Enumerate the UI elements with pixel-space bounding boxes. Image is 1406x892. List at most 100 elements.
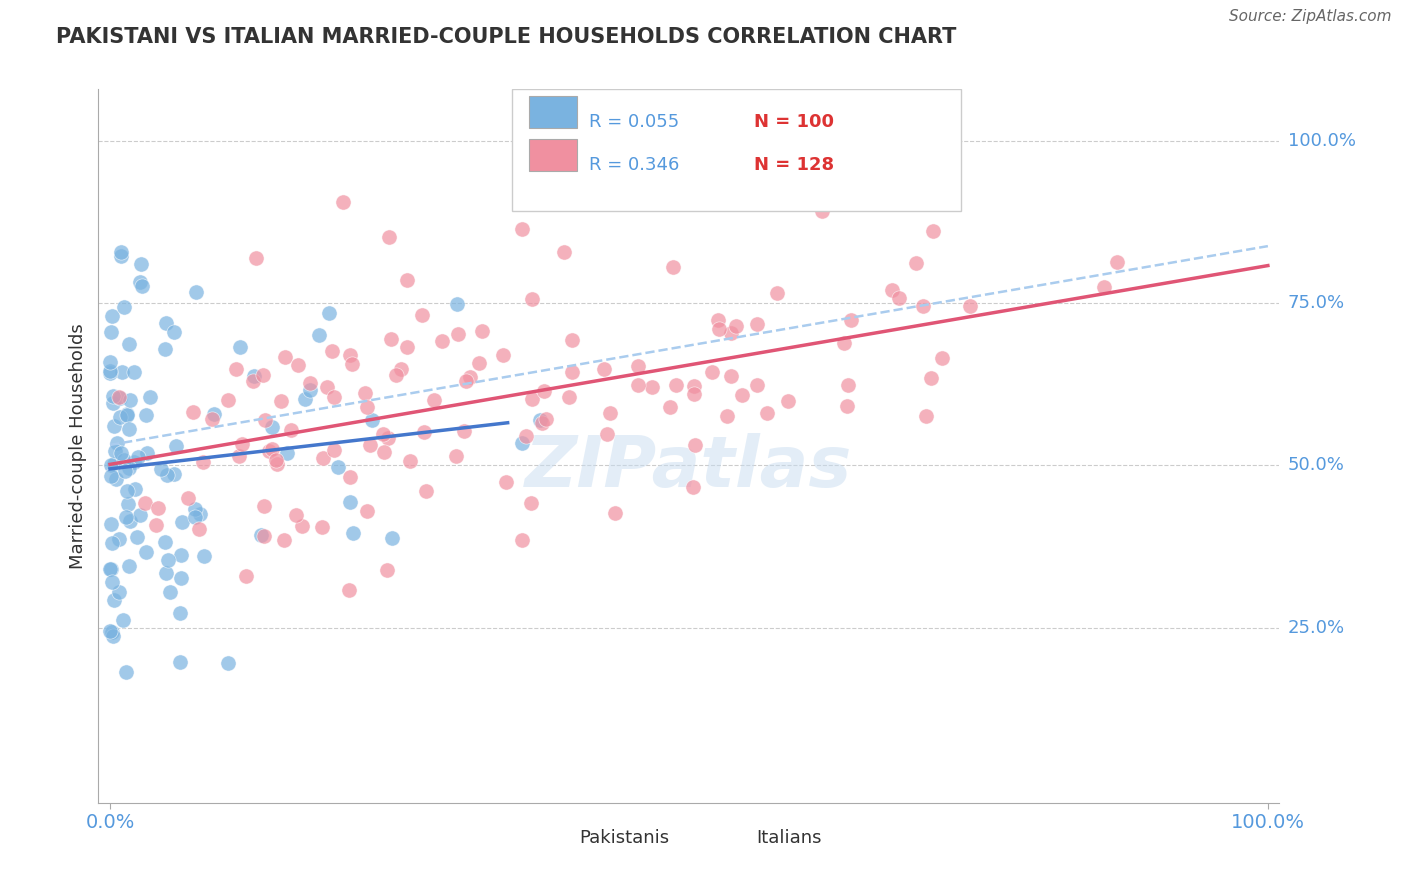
Point xyxy=(385,368,408,382)
Point xyxy=(510,436,533,450)
Point xyxy=(188,523,211,537)
Point xyxy=(444,449,467,463)
Point xyxy=(835,399,858,413)
Point xyxy=(415,483,437,498)
Point xyxy=(231,437,253,451)
Point xyxy=(257,444,280,458)
Point xyxy=(117,408,139,422)
Point xyxy=(720,368,742,383)
Point xyxy=(322,390,344,404)
Point xyxy=(217,656,239,670)
Point xyxy=(150,462,173,476)
Point xyxy=(332,195,354,210)
Point xyxy=(115,665,138,679)
Point xyxy=(682,480,704,494)
Text: Italians: Italians xyxy=(756,829,821,847)
Point xyxy=(339,470,361,484)
Point xyxy=(561,365,583,379)
Point xyxy=(342,526,364,541)
Point xyxy=(270,394,292,409)
Point xyxy=(118,422,141,436)
Point xyxy=(716,409,738,423)
Point xyxy=(115,408,138,422)
Point xyxy=(311,519,333,533)
Point xyxy=(731,388,754,402)
Point xyxy=(225,362,247,376)
Point xyxy=(155,566,177,581)
Text: N = 128: N = 128 xyxy=(754,155,834,174)
Point xyxy=(201,412,224,426)
Point xyxy=(134,496,156,510)
Point xyxy=(316,380,339,394)
Point xyxy=(260,442,283,456)
Point xyxy=(188,507,211,521)
Point xyxy=(98,355,121,369)
Point xyxy=(155,316,177,330)
Point xyxy=(375,563,398,577)
Point xyxy=(105,472,128,486)
Point xyxy=(111,365,134,379)
Point xyxy=(103,395,125,409)
Point xyxy=(596,427,619,442)
Point xyxy=(342,357,364,371)
Point xyxy=(100,325,122,339)
Point xyxy=(356,400,378,414)
Point xyxy=(446,297,468,311)
Text: N = 100: N = 100 xyxy=(754,112,834,131)
Point xyxy=(887,291,910,305)
Point xyxy=(627,377,650,392)
Point xyxy=(326,460,349,475)
Point xyxy=(108,585,131,599)
Point xyxy=(832,335,855,350)
Point xyxy=(661,260,683,275)
Point xyxy=(337,583,360,598)
Text: 25.0%: 25.0% xyxy=(1288,619,1346,637)
Point xyxy=(423,392,446,407)
Point xyxy=(193,549,215,564)
Point xyxy=(104,443,127,458)
Point xyxy=(339,348,361,362)
Point xyxy=(912,299,935,313)
FancyBboxPatch shape xyxy=(530,96,576,128)
Point xyxy=(242,374,264,388)
Point xyxy=(356,504,378,518)
Point xyxy=(882,283,904,297)
FancyBboxPatch shape xyxy=(512,89,960,211)
Point xyxy=(110,249,132,263)
Point xyxy=(811,204,834,219)
Point xyxy=(321,344,343,359)
Point xyxy=(127,450,149,465)
Point xyxy=(682,387,704,401)
Point xyxy=(641,380,664,394)
Point xyxy=(378,230,401,244)
Point xyxy=(533,384,555,399)
Text: Source: ZipAtlas.com: Source: ZipAtlas.com xyxy=(1229,9,1392,24)
Point xyxy=(108,390,131,404)
Point xyxy=(658,401,681,415)
Point xyxy=(276,446,298,460)
Point xyxy=(110,245,132,260)
Point xyxy=(103,419,125,434)
Point xyxy=(101,388,124,402)
Point xyxy=(118,514,141,528)
Point xyxy=(291,519,314,533)
Point xyxy=(707,322,730,336)
Point xyxy=(100,562,122,576)
Point xyxy=(229,340,252,354)
Point xyxy=(162,325,184,339)
Point xyxy=(561,333,583,347)
Text: 50.0%: 50.0% xyxy=(1288,457,1344,475)
Point xyxy=(534,411,557,425)
Point xyxy=(184,285,207,299)
Point xyxy=(108,532,131,546)
Point xyxy=(299,376,322,390)
Point xyxy=(724,319,747,334)
Point xyxy=(101,310,124,324)
Point xyxy=(163,467,186,481)
Point xyxy=(146,500,169,515)
Point xyxy=(287,358,309,372)
Point xyxy=(250,528,273,542)
Point xyxy=(460,369,482,384)
Point xyxy=(339,495,361,509)
Point xyxy=(373,445,395,459)
